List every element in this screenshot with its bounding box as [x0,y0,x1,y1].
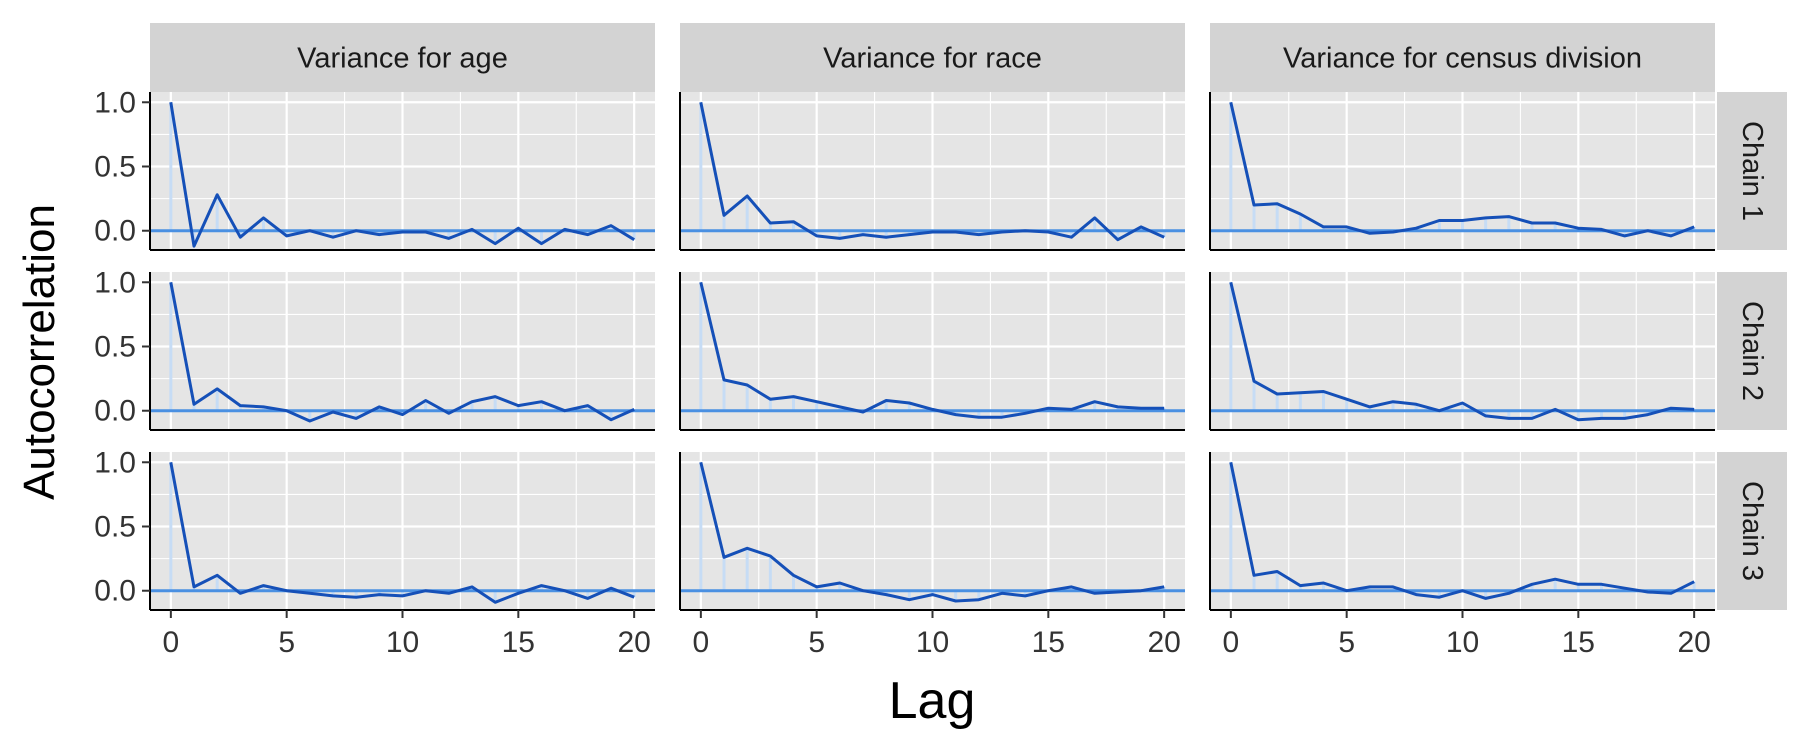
acf-line-variance-for-age-chain-1 [169,102,635,248]
y-tick-label: 0.0 [94,395,136,428]
x-tick-label: 0 [1223,626,1240,659]
x-tick-label: 15 [1032,626,1065,659]
y-tick-label: 1.0 [94,86,136,119]
panel-variance-for-census-division-chain-3 [1209,452,1715,611]
panels-layer [149,92,1715,611]
acf-line-variance-for-race-chain-2 [699,281,1165,419]
x-tick-label: 10 [916,626,949,659]
y-tick-label: 0.0 [94,575,136,608]
acf-line-variance-for-race-chain-3 [699,461,1165,603]
y-tick-label: 0.5 [94,151,136,184]
acf-line-variance-for-age-chain-2 [169,282,635,423]
x-tick-label: 15 [502,626,535,659]
panel-variance-for-race-chain-1 [679,92,1185,251]
panel-variance-for-age-chain-1 [149,92,655,251]
strip-variance-for-census-division [1210,23,1715,92]
strip-label-chain-2: Chain 2 [1736,301,1768,401]
strip-label-variance-for-race: Variance for race [823,43,1042,75]
x-tick-label: 5 [1338,626,1355,659]
strip-variance-for-race [680,23,1185,92]
strips-layer: Variance for age Variance for race Varianc… [150,23,1787,610]
x-tick-label: 10 [1446,626,1479,659]
acf-line-variance-for-census-division-chain-3 [1229,461,1695,600]
x-tick-label: 10 [386,626,419,659]
y-axis-title: Autocorrelation [15,204,64,500]
strip-label-chain-1: Chain 1 [1736,121,1768,221]
y-tick-label: 1.0 [94,266,136,299]
strip-label-chain-3: Chain 3 [1736,481,1768,581]
strip-label-variance-for-census-division: Variance for census division [1283,43,1642,75]
panel-variance-for-age-chain-3 [149,452,655,611]
panel-variance-for-census-division-chain-2 [1209,272,1715,431]
y-tick-label: 0.5 [94,511,136,544]
x-tick-label: 20 [1677,626,1710,659]
panel-variance-for-race-chain-3 [679,452,1185,611]
acf-line-variance-for-race-chain-1 [699,101,1165,242]
x-tick-label: 20 [617,626,650,659]
panel-variance-for-age-chain-2 [149,272,655,431]
x-tick-label: 15 [1562,626,1595,659]
x-tick-label: 5 [808,626,825,659]
x-axis-title: Lag [889,672,976,730]
strip-variance-for-age [150,23,655,92]
axes-layer: 0.0 0.5 1.0 0.0 0.5 1.0 0.0 0.5 1.0 0 5 10 15 20 0 5 10 1… [94,86,1711,659]
x-tick-label: 5 [278,626,295,659]
acf-line-variance-for-census-division-chain-1 [1229,101,1695,238]
panel-variance-for-census-division-chain-1 [1209,92,1715,251]
acf-line-variance-for-census-division-chain-2 [1229,281,1695,422]
x-tick-label: 20 [1147,626,1180,659]
strip-chain-3 [1717,452,1787,610]
x-tick-label: 0 [163,626,180,659]
strip-label-variance-for-age: Variance for age [297,43,508,75]
y-tick-label: 0.0 [94,215,136,248]
acf-line-variance-for-age-chain-3 [169,462,635,604]
strip-chain-2 [1717,272,1787,430]
y-tick-label: 1.0 [94,446,136,479]
y-tick-label: 0.5 [94,331,136,364]
strip-chain-1 [1717,92,1787,250]
x-tick-label: 0 [693,626,710,659]
panel-variance-for-race-chain-2 [679,272,1185,431]
